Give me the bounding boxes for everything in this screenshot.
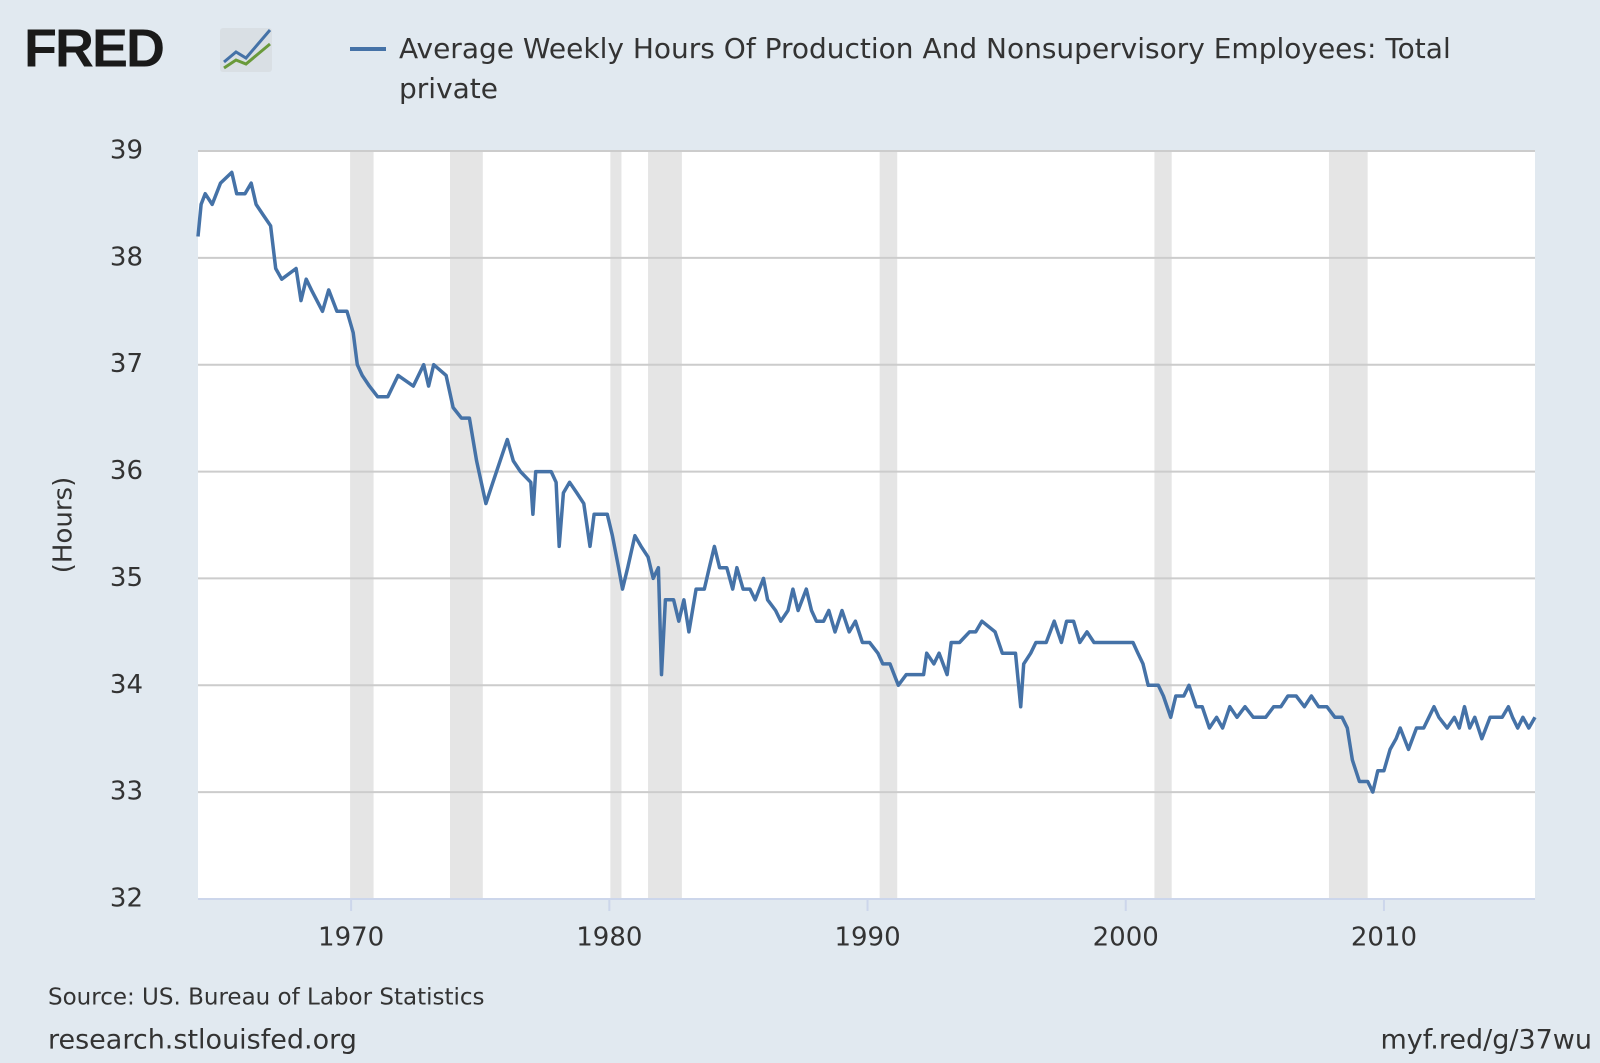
y-tick-label: 39 [110,136,143,166]
recession-band [1328,151,1368,899]
data-line [196,170,1537,794]
y-tick-label: 35 [110,563,143,593]
recession-band [879,151,898,899]
recession-band [1154,151,1172,899]
y-tick-label: 37 [110,349,143,379]
recession-band [350,151,374,899]
x-tick-label: 1970 [318,923,384,953]
y-tick-label: 38 [110,242,143,272]
x-tick-label: 1980 [576,923,642,953]
source: Source: US. Bureau of Labor Statistics [48,985,485,1011]
y-tick-label: 33 [110,777,143,807]
plot-area [198,151,1535,899]
footer-left: research.stlouisfed.org [48,1025,357,1056]
y-tick-label: 32 [110,884,143,914]
logo: FRED [24,18,163,78]
y-axis-label: (Hours) [49,477,79,573]
x-tick-label: 2010 [1351,923,1417,953]
recession-band [610,151,622,899]
recession-band [450,151,483,899]
legend-label: Average Weekly Hours Of Production And N… [399,32,1451,105]
footer-right: myf.red/g/37wu [1380,1025,1592,1056]
logo-icon [220,28,272,72]
x-tick-label: 1990 [834,923,900,953]
x-tick-label: 2000 [1093,923,1159,953]
y-tick-label: 36 [110,456,143,486]
y-tick-label: 34 [110,670,143,700]
recession-band [648,151,682,899]
